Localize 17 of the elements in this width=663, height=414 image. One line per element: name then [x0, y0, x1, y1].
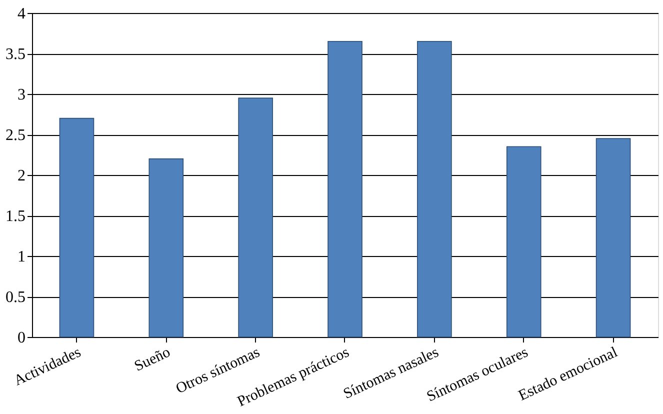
y-tick-label: 3 [18, 86, 26, 104]
x-tick-label: Sueño [132, 344, 173, 375]
y-tick-label: 1.5 [6, 208, 26, 225]
y-tick-label: 2.5 [6, 127, 26, 144]
y-tick-label: 3.5 [6, 46, 26, 63]
bar [596, 138, 631, 338]
bar [59, 118, 94, 338]
y-tick-label: 0 [18, 330, 26, 346]
y-tick-label: 2 [18, 168, 26, 184]
y-tick-label: 4 [18, 6, 26, 22]
y-tick-label: 1 [18, 248, 26, 266]
bar [506, 146, 542, 338]
y-tick-label: 0.5 [6, 289, 26, 306]
bar [417, 40, 452, 338]
bar [328, 40, 362, 338]
bar [238, 98, 273, 338]
bar [148, 158, 184, 338]
